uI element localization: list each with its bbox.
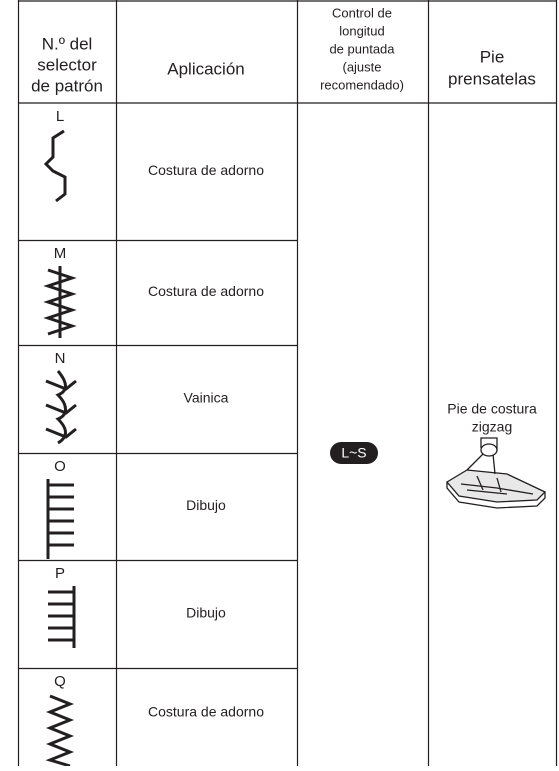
header-text: Pie — [480, 47, 505, 66]
presser-foot-icon — [446, 437, 547, 509]
pattern-letter: P — [55, 565, 65, 582]
header-text: Control de — [332, 5, 392, 20]
application-text: Vainica — [184, 390, 229, 406]
stitch-path — [43, 129, 67, 203]
header-text: Aplicación — [167, 59, 245, 78]
stitch-path — [45, 694, 75, 768]
header-text: selector — [37, 55, 97, 74]
table-grid — [17, 0, 558, 766]
header-text: longitud — [339, 23, 385, 38]
application-text: Costura de adorno — [148, 704, 264, 720]
pattern-letter: O — [54, 458, 66, 475]
stitch-path — [48, 586, 76, 648]
header-text: N.º del — [42, 34, 93, 53]
header-text: de puntada — [329, 41, 395, 56]
header-text: recomendado) — [320, 77, 404, 92]
stitch-path — [43, 266, 77, 338]
stitch-icon — [46, 479, 74, 559]
header-text: de patrón — [31, 76, 103, 95]
pattern-letter: Q — [54, 673, 66, 690]
application-text: Costura de adorno — [148, 162, 264, 178]
stitch-length-label: L~S — [341, 445, 366, 461]
stitch-icon — [45, 370, 77, 445]
stitch-icon — [43, 129, 67, 203]
pattern-letter: N — [55, 350, 66, 367]
presser-foot-text: zigzag — [472, 419, 512, 435]
stitch-icon — [43, 266, 77, 338]
presser-foot-text: Pie de costura — [447, 401, 537, 417]
stitch-path — [45, 370, 77, 445]
application-text: Dibujo — [186, 605, 226, 621]
pattern-letter: M — [54, 245, 67, 262]
header-text: (ajuste — [342, 59, 381, 74]
application-text: Costura de adorno — [148, 283, 264, 299]
stitch-icon — [45, 694, 75, 768]
header-text: prensatelas — [448, 69, 536, 88]
stitch-path — [46, 479, 74, 559]
stitch-icon — [48, 586, 76, 648]
pattern-letter: L — [56, 108, 64, 125]
stitch-length-badge — [330, 442, 378, 464]
application-text: Dibujo — [186, 497, 226, 513]
